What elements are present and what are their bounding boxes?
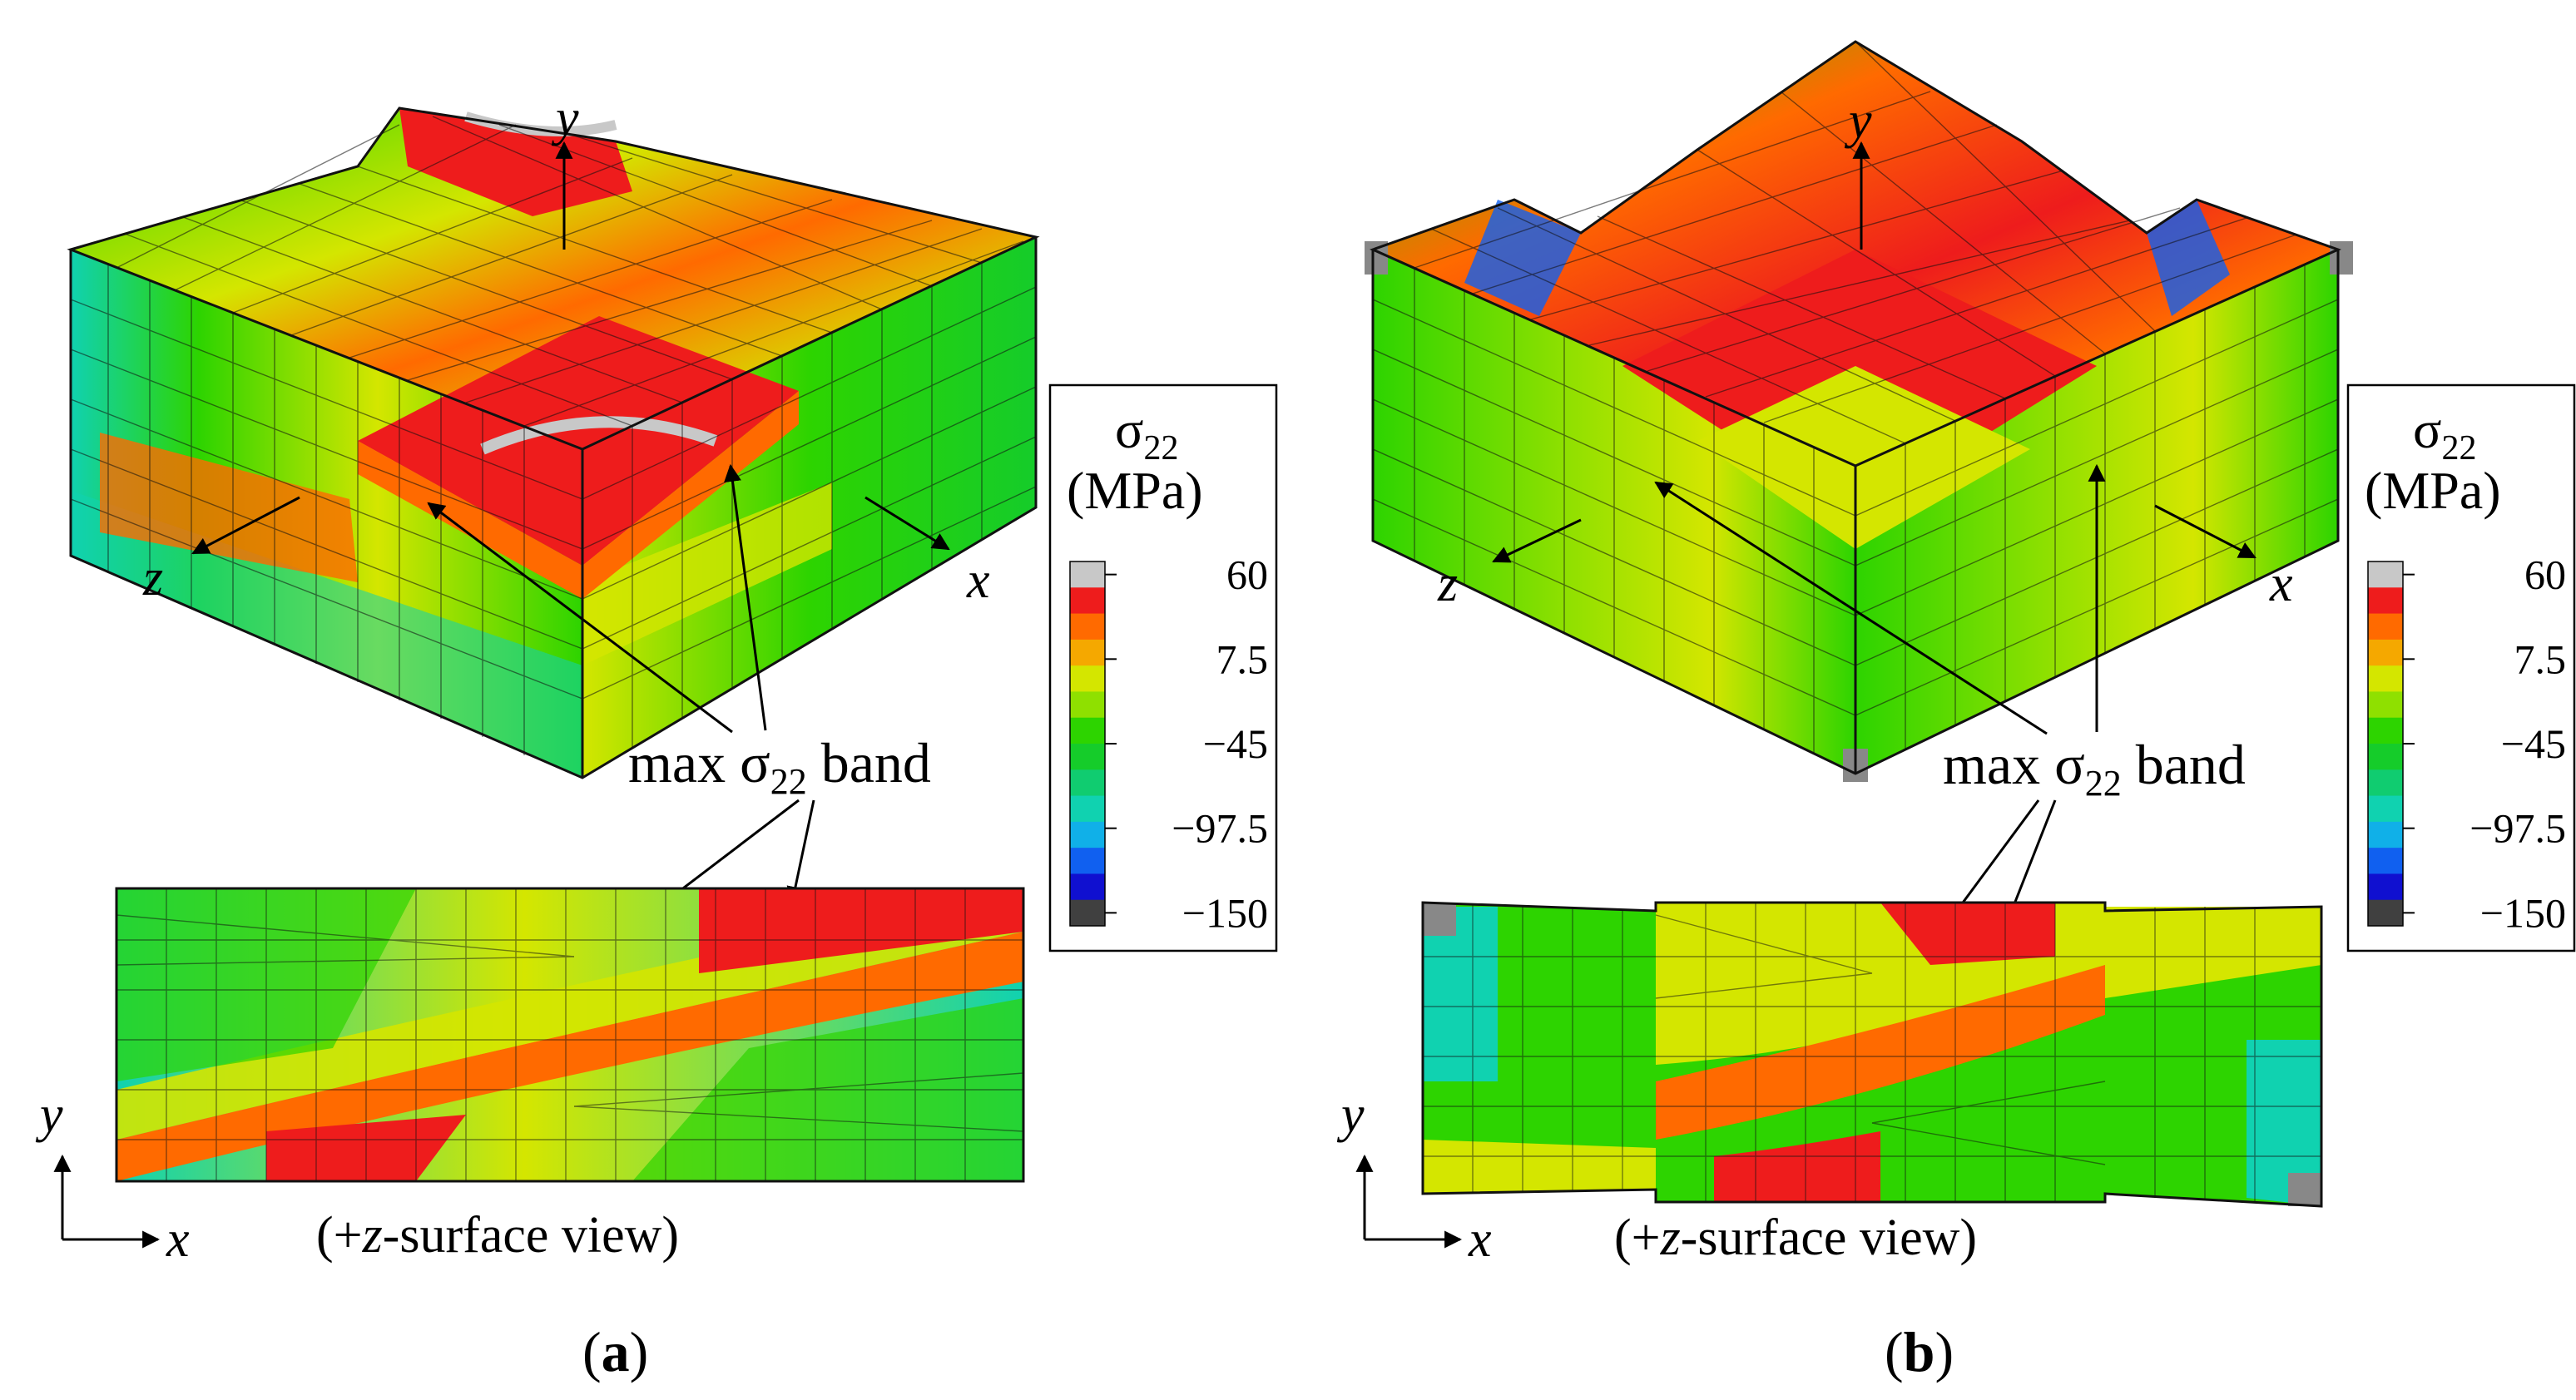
legend-a-swatch bbox=[1070, 717, 1105, 745]
legend-b-swatch bbox=[2368, 795, 2403, 823]
panel-a-2d-axis-x: x bbox=[166, 1211, 190, 1268]
legend-b-swatch bbox=[2368, 717, 2403, 745]
legend-a-tick-label: −97.5 bbox=[1172, 805, 1268, 852]
legend-b-swatch bbox=[2368, 639, 2403, 666]
legend-a-swatch bbox=[1070, 848, 1105, 874]
legend-b-tick-label: 60 bbox=[2524, 552, 2566, 598]
legend-a-unit: (MPa) bbox=[1067, 461, 1203, 520]
panel-a-axis-z: z bbox=[142, 550, 163, 606]
panel-a-2d-axis-y: y bbox=[35, 1086, 63, 1143]
legend-b-swatch bbox=[2368, 665, 2403, 692]
panel-b-annotation: max σ22 band bbox=[1654, 463, 2246, 1162]
panel-b-annotation-label: max σ22 band bbox=[1943, 733, 2246, 804]
legend-a-colorbar bbox=[1069, 561, 1106, 927]
panel-a-surface-view: (+z-surface view) bbox=[115, 887, 1025, 1264]
legend-b-swatch bbox=[2368, 561, 2403, 588]
panel-b-axis-z: z bbox=[1437, 556, 1458, 612]
legend-b-swatch bbox=[2368, 613, 2403, 641]
panel-b-axis-x: x bbox=[2269, 556, 2293, 612]
panel-a-axes-2d: y x bbox=[35, 1086, 190, 1268]
panel-a-annotation-label: max σ22 band bbox=[628, 731, 931, 802]
legend-a-swatch bbox=[1070, 665, 1105, 692]
panel-a-annotation: max σ22 band bbox=[329, 463, 931, 1158]
legend-a-swatch bbox=[1070, 613, 1105, 641]
legend-b-swatch bbox=[2368, 848, 2403, 874]
legend-a-swatch bbox=[1070, 899, 1105, 927]
panel-b-axes-2d: y x bbox=[1336, 1086, 1492, 1268]
panel-a-caption: (a) bbox=[582, 1320, 648, 1383]
panel-b-2d-axis-x: x bbox=[1468, 1211, 1492, 1268]
legend-b-swatch bbox=[2368, 899, 2403, 927]
panel-a-surface-caption: (+z-surface view) bbox=[316, 1207, 679, 1264]
legend-b: σ22 (MPa) 60 7.5 −45 −97.5 −150 bbox=[2346, 383, 2576, 952]
legend-a-tick-label: 60 bbox=[1226, 552, 1268, 598]
legend-a-swatch bbox=[1070, 639, 1105, 666]
legend-b-tick-label: −97.5 bbox=[2469, 805, 2566, 852]
legend-b-swatch bbox=[2368, 769, 2403, 797]
panel-a-axes-3d: y z x bbox=[142, 90, 990, 609]
panel-b-axis-y: y bbox=[1844, 92, 1872, 149]
legend-a: σ22 (MPa) 60 7.5 −45 −97.5 −150 bbox=[1048, 383, 1278, 952]
legend-b-swatch bbox=[2368, 873, 2403, 901]
panel-a-axis-y: y bbox=[551, 90, 579, 146]
legend-a-swatch bbox=[1070, 821, 1105, 848]
legend-b-tick-label: −150 bbox=[2480, 889, 2566, 936]
legend-a-swatch bbox=[1070, 795, 1105, 823]
legend-a-tick-label: −45 bbox=[1203, 720, 1268, 767]
legend-a-tick-label: 7.5 bbox=[1216, 636, 1269, 682]
panel-b-axes-3d: y z x bbox=[1437, 92, 2293, 612]
panel-a-axis-x: x bbox=[966, 552, 990, 609]
panel-b-surface-view: (+z-surface view) bbox=[1421, 901, 2323, 1266]
panel-b-surface-caption: (+z-surface view) bbox=[1614, 1210, 1977, 1266]
legend-a-swatch bbox=[1070, 873, 1105, 901]
legend-b-swatch bbox=[2368, 744, 2403, 770]
legend-b-unit: (MPa) bbox=[2365, 461, 2501, 520]
legend-b-title: σ22 bbox=[2413, 400, 2477, 467]
panel-b-2d-axis-y: y bbox=[1336, 1086, 1365, 1143]
legend-b-tick-label: −45 bbox=[2501, 720, 2566, 767]
legend-a-title: σ22 bbox=[1115, 400, 1179, 467]
panel-a-front-pad bbox=[358, 316, 799, 566]
legend-b-colorbar bbox=[2367, 561, 2404, 927]
legend-b-swatch bbox=[2368, 587, 2403, 615]
panel-b-caption: (b) bbox=[1885, 1320, 1954, 1383]
legend-b-swatch bbox=[2368, 691, 2403, 719]
panel-b-3d-model bbox=[1365, 40, 2353, 782]
legend-b-tick-label: 7.5 bbox=[2514, 636, 2567, 682]
legend-a-swatch bbox=[1070, 691, 1105, 719]
legend-a-swatch bbox=[1070, 769, 1105, 797]
panel-a-3d-model bbox=[67, 106, 1040, 779]
panel-a-top-face bbox=[71, 108, 1036, 449]
legend-a-swatch bbox=[1070, 587, 1105, 615]
legend-b-swatch bbox=[2368, 821, 2403, 848]
legend-a-swatch bbox=[1070, 561, 1105, 588]
legend-a-tick-label: −150 bbox=[1182, 889, 1268, 936]
legend-a-swatch bbox=[1070, 744, 1105, 770]
